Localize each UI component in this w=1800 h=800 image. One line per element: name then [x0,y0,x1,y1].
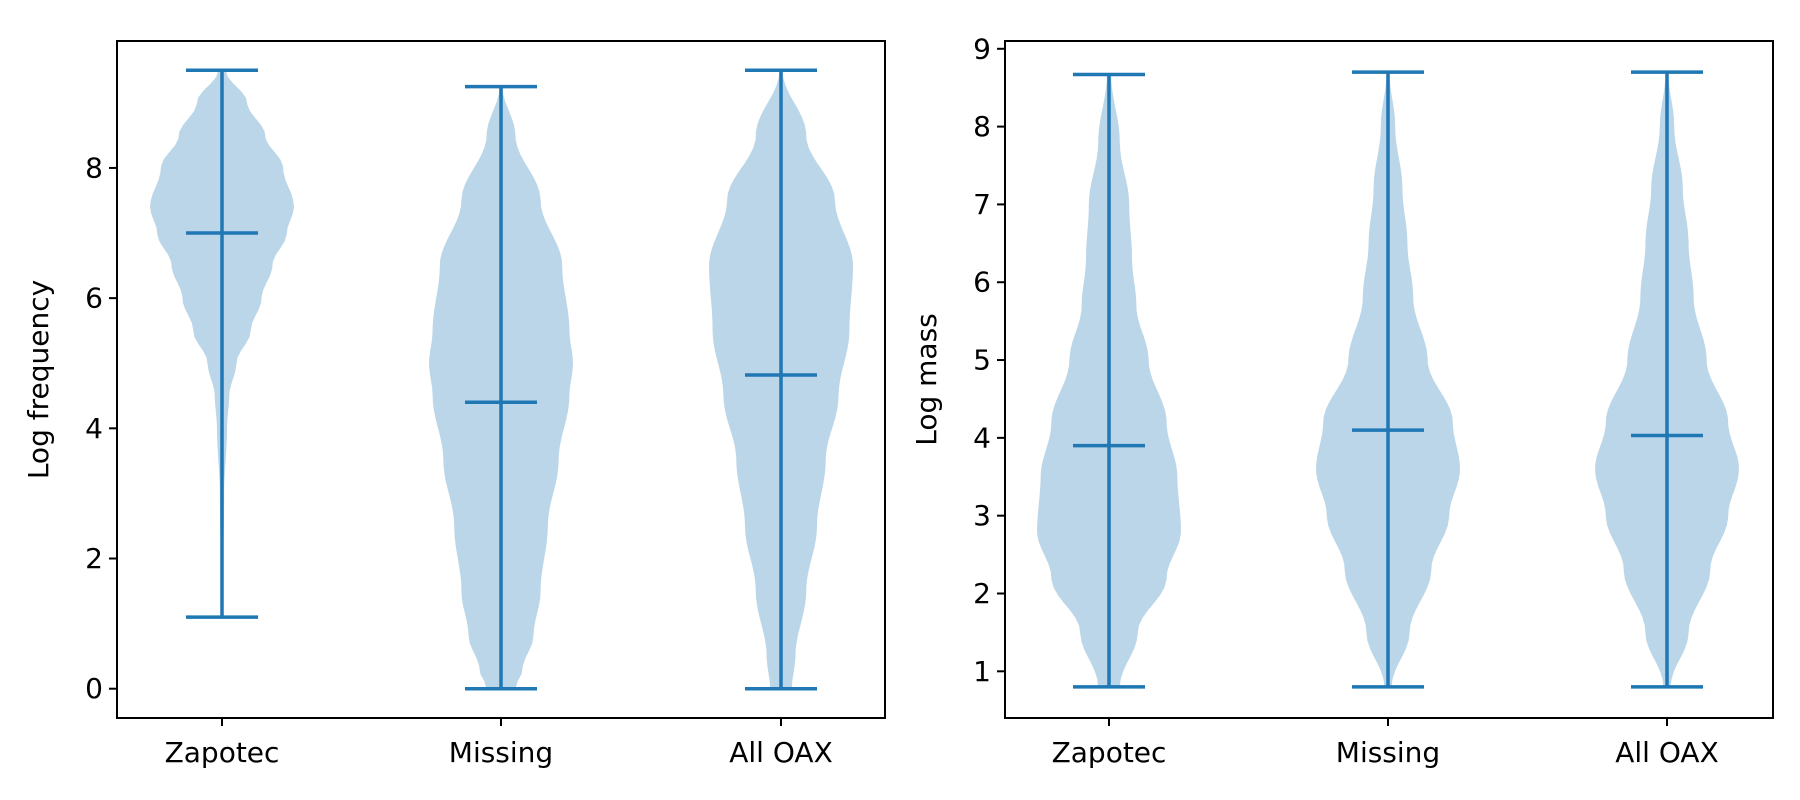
x-tick-label-zapotec: Zapotec [165,736,280,769]
y-tick-label: 6 [85,282,103,315]
panel-log-mass: 1 2 3 4 5 6 7 8 9 Zapotec Missing All OAX Log mass [910,32,1774,769]
x-tick-label-missing: Missing [449,736,553,769]
y-axis-label: Log mass [910,313,943,446]
y-tick-label: 3 [973,499,991,532]
y-tick-label: 0 [85,672,103,705]
x-tick-label-all-oax: All OAX [729,736,833,769]
y-tick-label: 8 [973,110,991,143]
y-tick-label: 2 [973,577,991,610]
y-tick-label: 4 [973,421,991,454]
y-tick-label: 4 [85,412,103,445]
y-tick-label: 8 [85,151,103,184]
y-tick-label: 2 [85,542,103,575]
y-tick-label: 6 [973,266,991,299]
x-tick-label-all-oax: All OAX [1615,736,1719,769]
y-tick-label: 1 [973,655,991,688]
y-tick-label: 7 [973,188,991,221]
panel-log-frequency: 0 2 4 6 8 Zapotec Missing All OAX Log frequency [22,40,886,769]
y-tick-label: 9 [973,32,991,65]
y-axis-label: Log frequency [22,280,55,479]
x-tick-label-missing: Missing [1336,736,1440,769]
x-tick-label-zapotec: Zapotec [1052,736,1167,769]
y-tick-label: 5 [973,344,991,377]
